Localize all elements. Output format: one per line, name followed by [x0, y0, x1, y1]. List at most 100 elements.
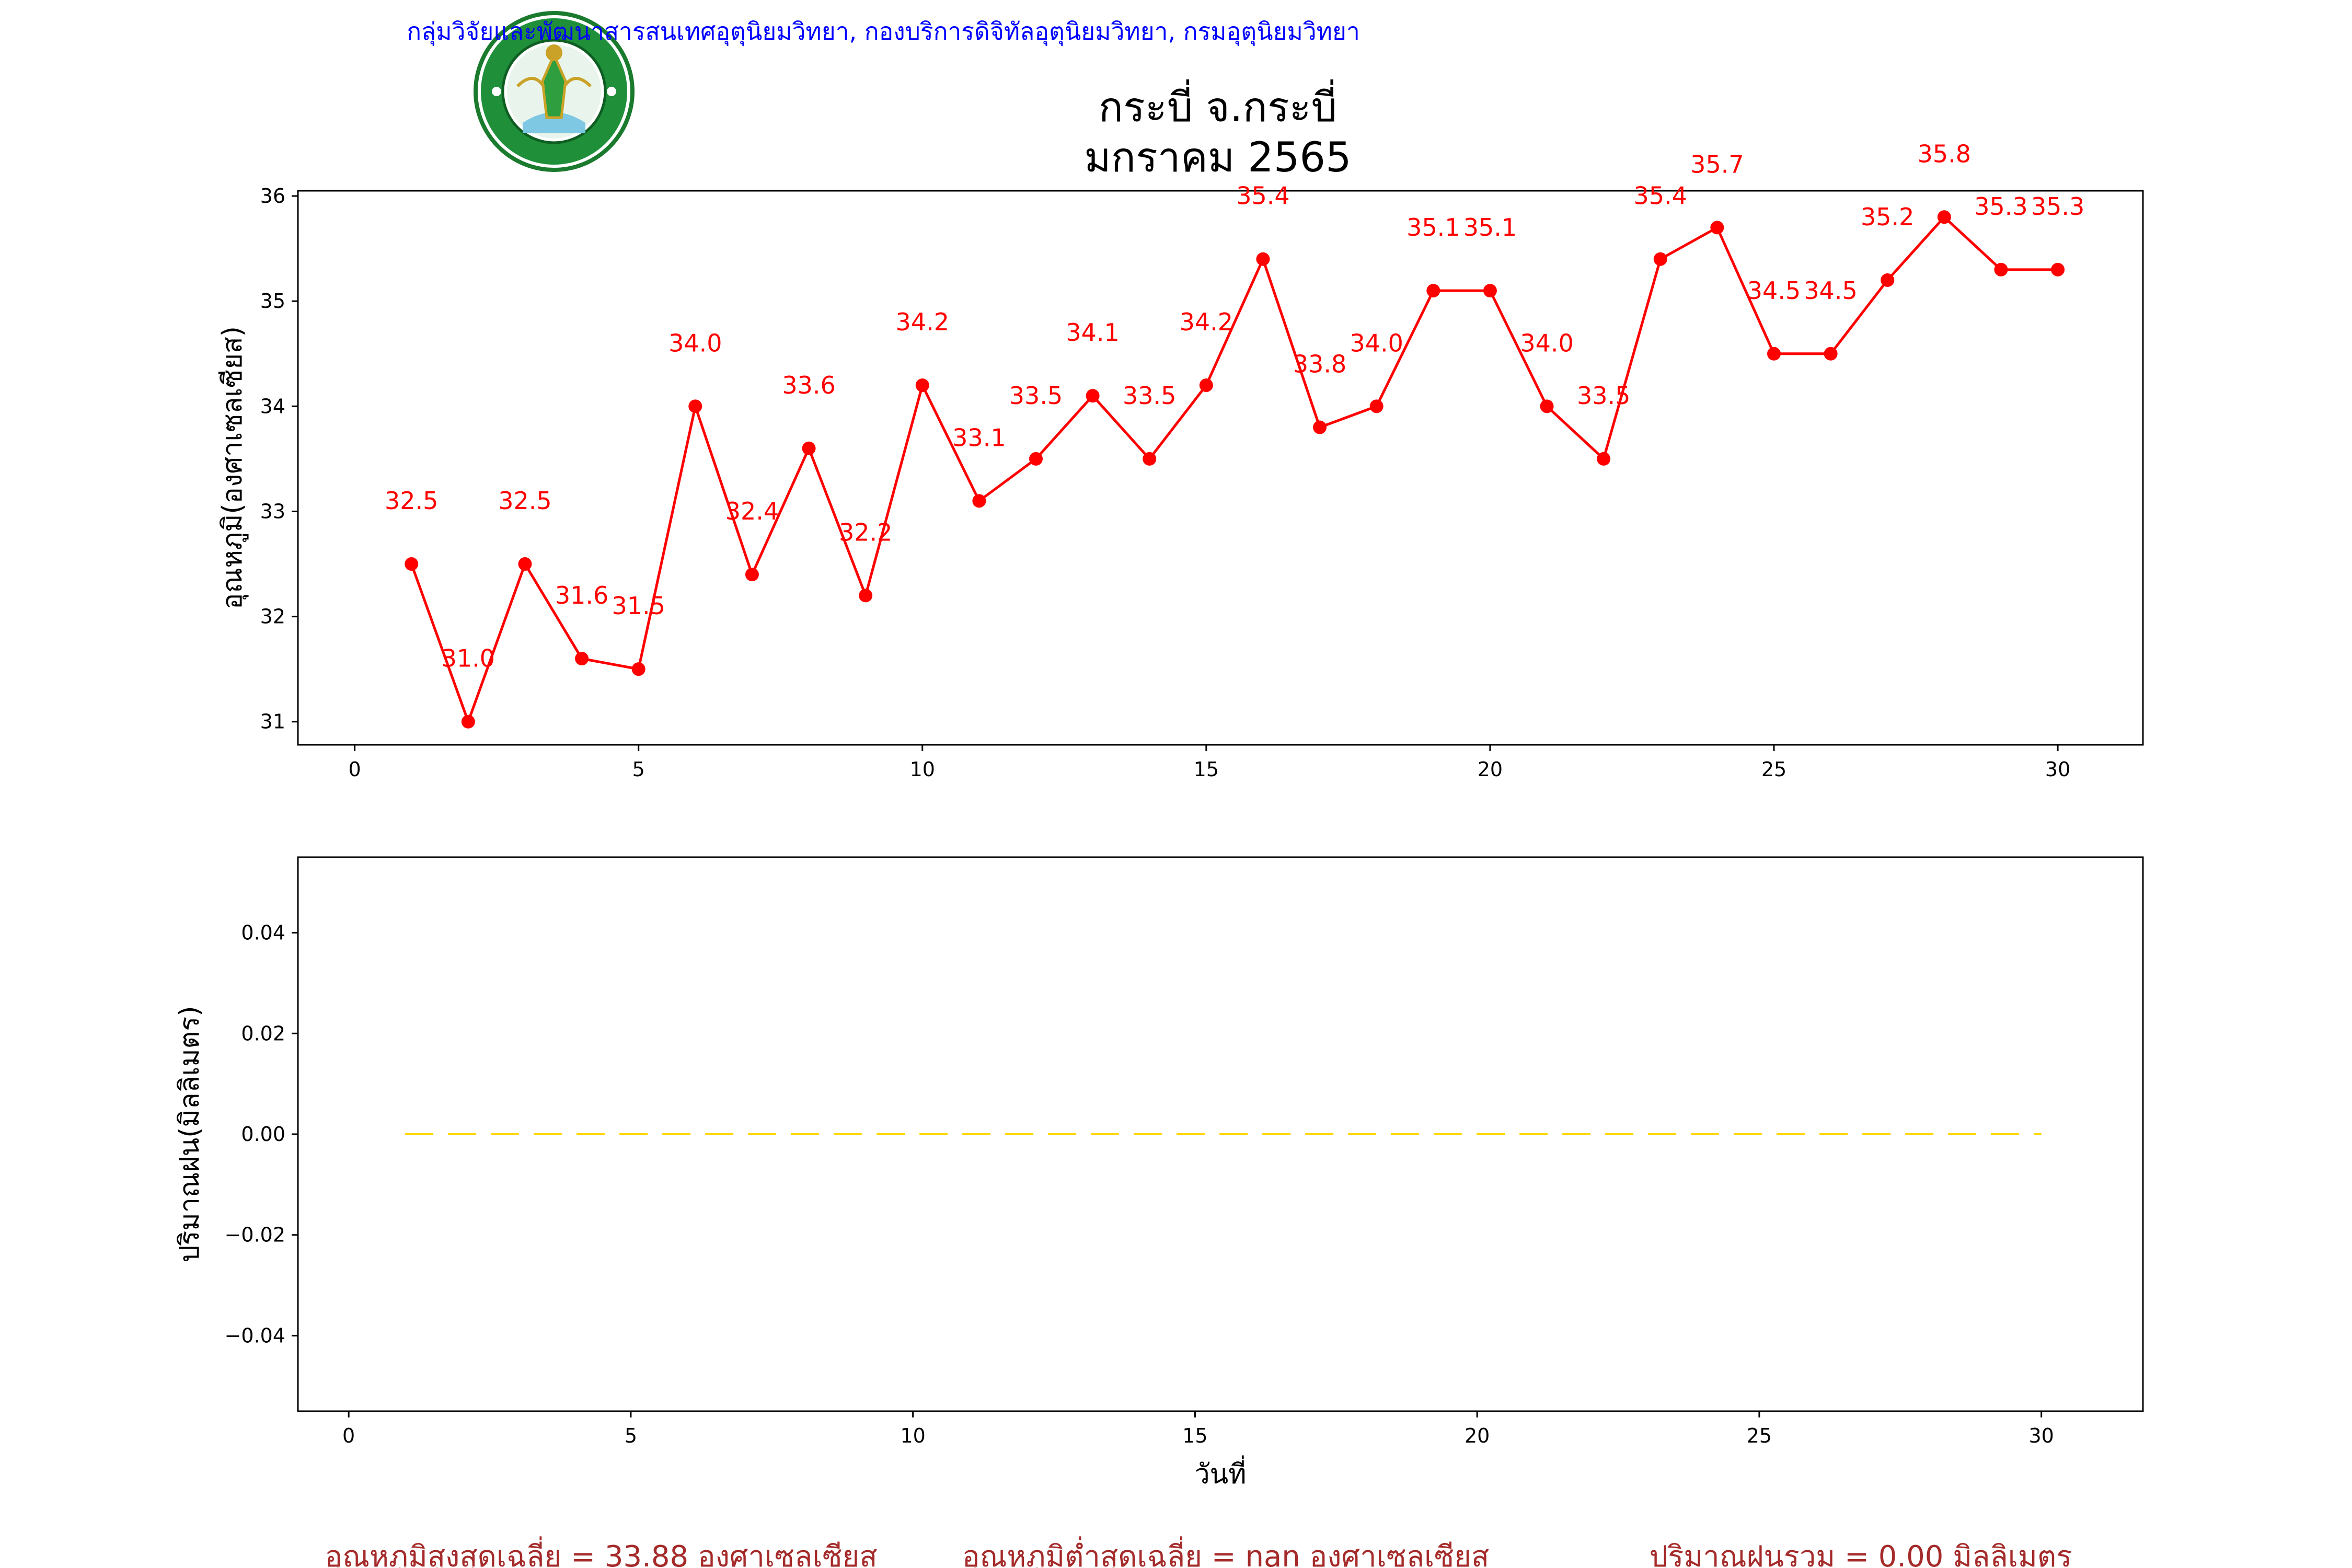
temperature-point [802, 441, 816, 455]
rainfall-y-ticks: 0.04 0.02 0.00 −0.02 −0.04 [225, 921, 298, 1347]
temperature-point [1256, 252, 1270, 266]
agency-line: กลุ่มวิจัยและพัฒนาสารสนเทศอุตุนิยมวิทยา,… [407, 17, 1360, 47]
temperature-data-label: 34.2 [1180, 308, 1233, 336]
temperature-point [1653, 252, 1667, 266]
temperature-data-label: 35.8 [1918, 140, 1971, 168]
chart-title-line2: มกราคม 2565 [1084, 134, 1351, 181]
rainfall-y-axis-label: ปริมาณฝน(มิลลิเมตร) [174, 1006, 205, 1262]
rainfall-panel: 0 5 10 15 20 25 30 0.04 0.02 0.00 −0.02 −0.04 ปริม… [174, 856, 2144, 1490]
temperature-data-label: 32.2 [839, 518, 892, 546]
temperature-point [1369, 399, 1383, 413]
x-tick-label: 30 [2045, 758, 2070, 781]
temperature-data-label: 34.0 [668, 329, 722, 357]
y-tick-label: 34 [260, 395, 285, 418]
x-tick-label: 15 [1194, 758, 1219, 781]
footer-avg-max: อุณหภูมิสูงสุดเฉลี่ย = 33.88 องศาเซลเซีย… [325, 1536, 877, 1568]
temperature-data-label: 31.6 [555, 581, 608, 609]
temperature-point [2051, 262, 2065, 276]
temperature-data-label: 35.2 [1861, 203, 1914, 231]
temperature-data-label: 32.4 [725, 497, 779, 525]
temperature-data-label: 33.5 [1123, 382, 1176, 410]
temperature-data-label: 34.0 [1350, 329, 1403, 357]
temperature-point [972, 494, 986, 508]
temperature-point [1994, 262, 2008, 276]
y-tick-label: 0.02 [241, 1022, 285, 1045]
temperature-data-label: 35.1 [1463, 213, 1517, 241]
footer-rain-total: ปริมาณฝนรวม = 0.00 มิลลิเมตร [1650, 1540, 2072, 1568]
temperature-data-label: 33.5 [1009, 382, 1063, 410]
temperature-data-label: 35.4 [1634, 182, 1687, 210]
temperature-point [1937, 210, 1951, 224]
x-tick-label: 15 [1182, 1424, 1207, 1447]
temperature-data-label: 34.0 [1520, 329, 1573, 357]
y-tick-label: 0.00 [241, 1123, 285, 1146]
y-tick-label: 33 [260, 500, 285, 523]
temperature-data-label: 33.1 [952, 423, 1006, 452]
temperature-point [405, 557, 419, 571]
y-tick-label: −0.04 [225, 1324, 285, 1347]
temperature-data-label: 34.5 [1747, 276, 1801, 305]
x-tick-label: 20 [1465, 1424, 1490, 1447]
y-tick-label: 31 [260, 710, 285, 733]
rainfall-x-ticks: 0 5 10 15 20 25 30 [342, 1411, 2054, 1447]
temperature-point [1824, 347, 1838, 361]
x-tick-label: 0 [349, 758, 361, 781]
temperature-point [1597, 452, 1611, 466]
y-tick-label: 36 [260, 185, 285, 207]
temperature-point [1313, 420, 1327, 434]
temperature-data-label: 33.8 [1293, 350, 1346, 378]
temperature-point [915, 378, 929, 393]
temperature-point [688, 399, 702, 413]
temperature-panel: 0 5 10 15 20 25 30 31 32 33 34 35 36 อุณหภูมิ(องศาเ… [217, 140, 2144, 781]
y-tick-label: −0.02 [225, 1224, 285, 1247]
meteorological-department-logo [474, 11, 635, 172]
temperature-data-label: 32.5 [498, 487, 551, 515]
temperature-series: 32.5 31.0 32.5 31.6 31.5 34.0 32.4 33.6 32.2 34.2… [385, 140, 2084, 729]
temperature-data-label: 35.3 [1974, 192, 2027, 221]
y-tick-label: 35 [260, 290, 285, 313]
footer-avg-min: อุณหภูมิต่ำสุดเฉลี่ย = nan องศาเซลเซียส [962, 1536, 1489, 1568]
temperature-point [518, 557, 532, 571]
temperature-point [1710, 221, 1724, 235]
temperature-data-label: 31.0 [442, 644, 495, 673]
chart-title-line1: กระบี่ จ.กระบี่ [1099, 79, 1337, 131]
x-tick-label: 0 [342, 1424, 355, 1447]
temperature-point [1881, 273, 1895, 287]
temperature-axes-frame [297, 190, 2144, 746]
temperature-data-label: 35.3 [2031, 192, 2084, 221]
temperature-point [461, 714, 475, 729]
temperature-line [410, 215, 2058, 726]
temperature-data-label: 34.5 [1804, 276, 1857, 305]
temperature-point [745, 568, 759, 582]
rainfall-x-axis-label: วันที่ [1194, 1455, 1246, 1490]
temperature-point [631, 662, 645, 676]
temperature-data-label: 31.5 [612, 592, 665, 620]
temperature-data-label: 33.5 [1577, 382, 1630, 410]
y-tick-label: 0.04 [241, 921, 285, 944]
y-tick-label: 32 [260, 605, 285, 628]
temperature-data-label: 32.5 [385, 487, 438, 515]
temperature-point [1029, 452, 1043, 466]
x-tick-label: 25 [1747, 1424, 1772, 1447]
x-tick-label: 5 [625, 1424, 637, 1447]
temperature-y-axis-label: อุณหภูมิ(องศาเซลเซียส) [217, 326, 249, 609]
temperature-point [575, 652, 589, 666]
temperature-y-ticks: 31 32 33 34 35 36 [260, 185, 298, 733]
x-tick-label: 10 [910, 758, 935, 781]
temperature-point [1086, 389, 1100, 403]
temperature-x-ticks: 0 5 10 15 20 25 30 [349, 745, 2070, 781]
temperature-data-label: 33.6 [782, 371, 835, 399]
x-tick-label: 25 [1761, 758, 1786, 781]
x-tick-label: 10 [900, 1424, 925, 1447]
temperature-point [1483, 284, 1497, 298]
temperature-point [1426, 284, 1440, 298]
temperature-data-label: 35.7 [1690, 150, 1744, 178]
temperature-point [1767, 347, 1781, 361]
x-tick-label: 30 [2029, 1424, 2054, 1447]
temperature-data-label: 34.2 [896, 308, 949, 336]
x-tick-label: 5 [632, 758, 645, 781]
temperature-point [859, 589, 873, 603]
temperature-data-label: 34.1 [1066, 318, 1119, 347]
x-tick-label: 20 [1478, 758, 1503, 781]
